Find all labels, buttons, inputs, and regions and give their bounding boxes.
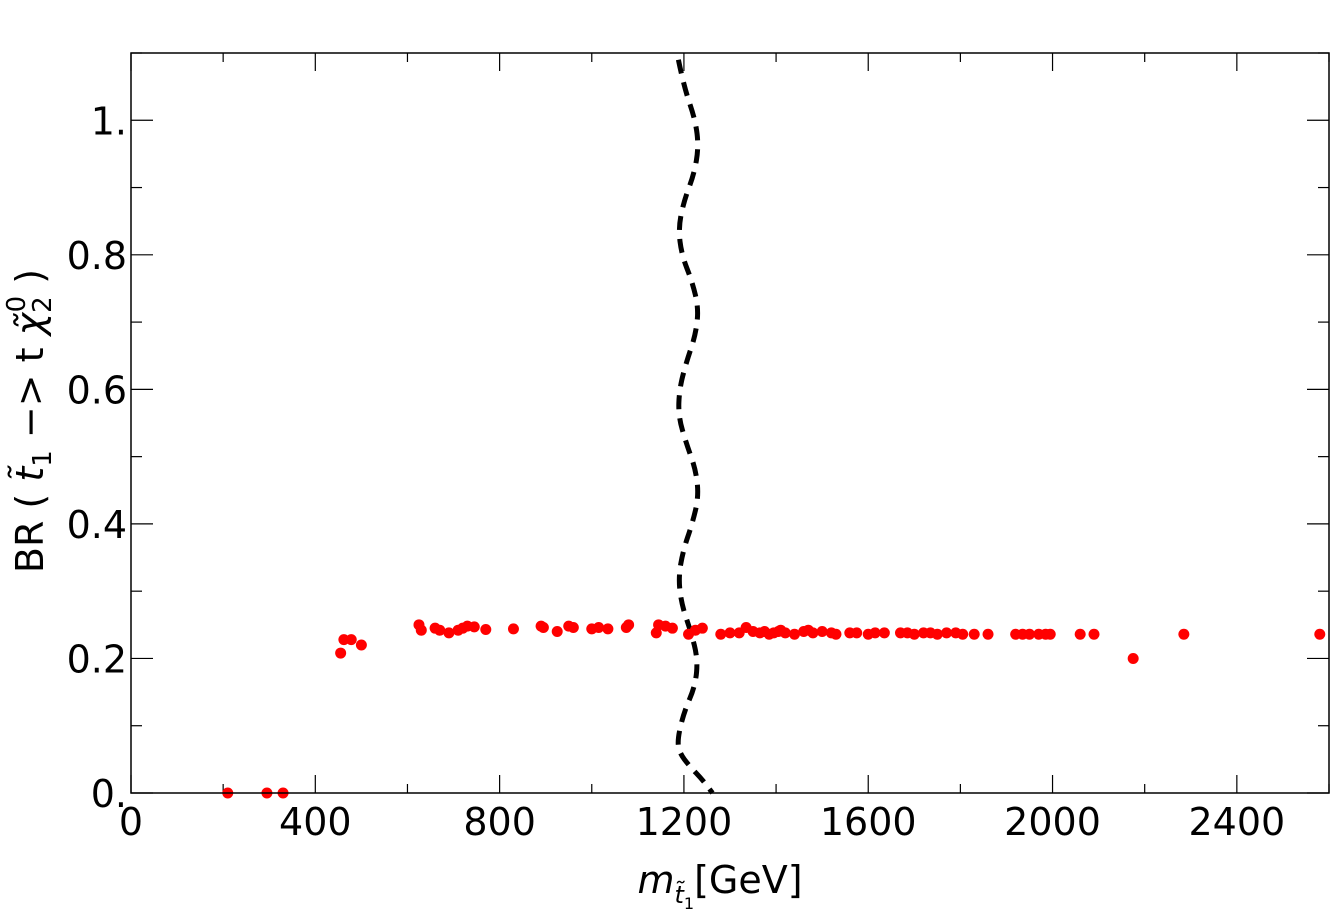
axis-ticks bbox=[130, 52, 1330, 794]
x-tick-label: 1600 bbox=[820, 800, 917, 844]
data-point bbox=[1044, 628, 1056, 640]
exclusion-boundary bbox=[675, 59, 715, 795]
data-point bbox=[931, 628, 943, 640]
data-point bbox=[335, 647, 347, 659]
data-point bbox=[345, 634, 357, 646]
y-label-chi: χ̃ bbox=[8, 311, 52, 337]
x-tick-label: 800 bbox=[463, 800, 536, 844]
data-point bbox=[415, 624, 427, 636]
y-tick-label: 0. bbox=[91, 772, 127, 816]
data-point bbox=[355, 639, 367, 651]
x-label-subsub: 1 bbox=[684, 894, 694, 913]
data-point bbox=[807, 627, 819, 639]
y-tick-labels: 0. 0.2 0.4 0.6 0.8 1. bbox=[67, 99, 127, 816]
x-tick-label: 1200 bbox=[636, 800, 733, 844]
y-label-suffix: ) bbox=[8, 269, 52, 296]
y-tick-label: 0.4 bbox=[67, 503, 127, 547]
data-point bbox=[715, 628, 727, 640]
data-point bbox=[1127, 652, 1139, 664]
data-point bbox=[696, 622, 708, 634]
data-point bbox=[1024, 628, 1035, 640]
y-tick-label: 1. bbox=[91, 99, 127, 143]
plot-frame bbox=[130, 52, 1330, 794]
y-tick-label: 0.6 bbox=[67, 368, 127, 412]
data-point bbox=[789, 628, 801, 640]
data-point bbox=[434, 624, 446, 636]
data-point bbox=[1314, 628, 1326, 640]
data-point bbox=[908, 628, 920, 640]
boundary-curve bbox=[675, 59, 715, 795]
data-point bbox=[537, 622, 549, 634]
y-label-chi-sub: 2 bbox=[28, 296, 58, 313]
data-point bbox=[602, 623, 614, 635]
data-point bbox=[941, 627, 953, 639]
y-label-prefix: BR ( bbox=[8, 482, 52, 573]
data-point bbox=[551, 626, 563, 638]
data-point bbox=[878, 627, 890, 639]
x-tick-label: 0 bbox=[119, 800, 143, 844]
data-point bbox=[468, 621, 480, 633]
y-axis-label: BR ( t̃1 −> t χ̃20 ) bbox=[2, 269, 58, 573]
data-point bbox=[830, 628, 842, 640]
data-point bbox=[1088, 628, 1100, 640]
data-point bbox=[443, 627, 455, 639]
data-point bbox=[666, 622, 678, 634]
data-point bbox=[1178, 628, 1190, 640]
x-tick-labels: 0 400 800 1200 1600 2000 2400 bbox=[119, 800, 1285, 844]
x-label-sub: t̃ bbox=[674, 881, 685, 909]
data-point bbox=[480, 624, 492, 636]
x-tick-label: 2000 bbox=[1004, 800, 1101, 844]
data-point bbox=[816, 626, 828, 638]
x-tick-label: 2400 bbox=[1188, 800, 1285, 844]
data-point bbox=[957, 628, 969, 640]
data-points bbox=[222, 619, 1326, 799]
y-label-chi-sup: 0 bbox=[2, 296, 32, 313]
y-label-stop-sub: 1 bbox=[28, 450, 58, 467]
data-point bbox=[851, 627, 863, 639]
x-axis-label: mt̃1[GeV] bbox=[637, 858, 802, 913]
data-point bbox=[779, 627, 791, 639]
data-point bbox=[869, 627, 881, 639]
x-label-base: m bbox=[637, 858, 674, 902]
x-label-unit: [GeV] bbox=[694, 858, 802, 902]
y-label-stop: t̃ bbox=[8, 465, 52, 482]
data-point bbox=[724, 627, 736, 639]
y-tick-label: 0.2 bbox=[67, 637, 127, 681]
data-point bbox=[982, 628, 994, 640]
x-tick-label: 400 bbox=[279, 800, 352, 844]
data-point bbox=[1074, 628, 1086, 640]
data-point bbox=[507, 623, 519, 635]
y-tick-label: 0.8 bbox=[67, 234, 127, 278]
data-point bbox=[593, 622, 605, 634]
data-point bbox=[567, 622, 579, 634]
data-point bbox=[968, 628, 980, 640]
y-label-arrow: −> t bbox=[8, 335, 52, 450]
data-point bbox=[623, 619, 635, 631]
